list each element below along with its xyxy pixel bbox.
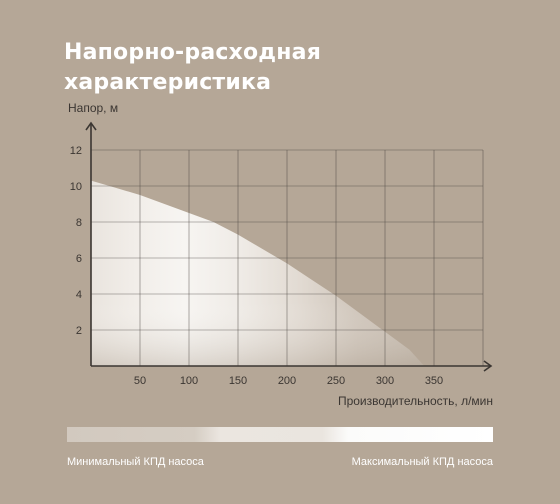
- max-efficiency-label: Максимальный КПД насоса: [351, 456, 493, 468]
- x-tick-label: 350: [425, 375, 443, 387]
- x-tick-label: 150: [229, 375, 247, 387]
- y-tick-label: 10: [70, 181, 82, 193]
- x-tick-label: 250: [327, 375, 345, 387]
- x-axis-arrow: [483, 360, 493, 372]
- title-line-2: характеристика: [64, 70, 272, 95]
- y-tick-label: 12: [70, 145, 82, 157]
- y-tick-label: 6: [76, 253, 82, 265]
- x-axis-label: Производительность, л/мин: [338, 394, 493, 408]
- y-tick-label: 2: [76, 325, 82, 337]
- y-axis-arrow: [85, 121, 97, 131]
- efficiency-gradient-bar: [67, 427, 493, 442]
- y-axis-label: Напор, м: [68, 101, 118, 115]
- title-line-1: Напорно-расходная: [64, 40, 322, 65]
- chart-title: Напорно-расходная характеристика: [64, 38, 321, 98]
- y-tick-label: 4: [76, 289, 82, 301]
- y-tick-label: 8: [76, 217, 82, 229]
- x-tick-label: 300: [376, 375, 394, 387]
- x-tick-label: 100: [180, 375, 198, 387]
- x-tick-label: 200: [278, 375, 296, 387]
- x-tick-label: 50: [134, 375, 146, 387]
- head-flow-area-shade: [91, 180, 425, 366]
- min-efficiency-label: Минимальный КПД насоса: [67, 456, 204, 468]
